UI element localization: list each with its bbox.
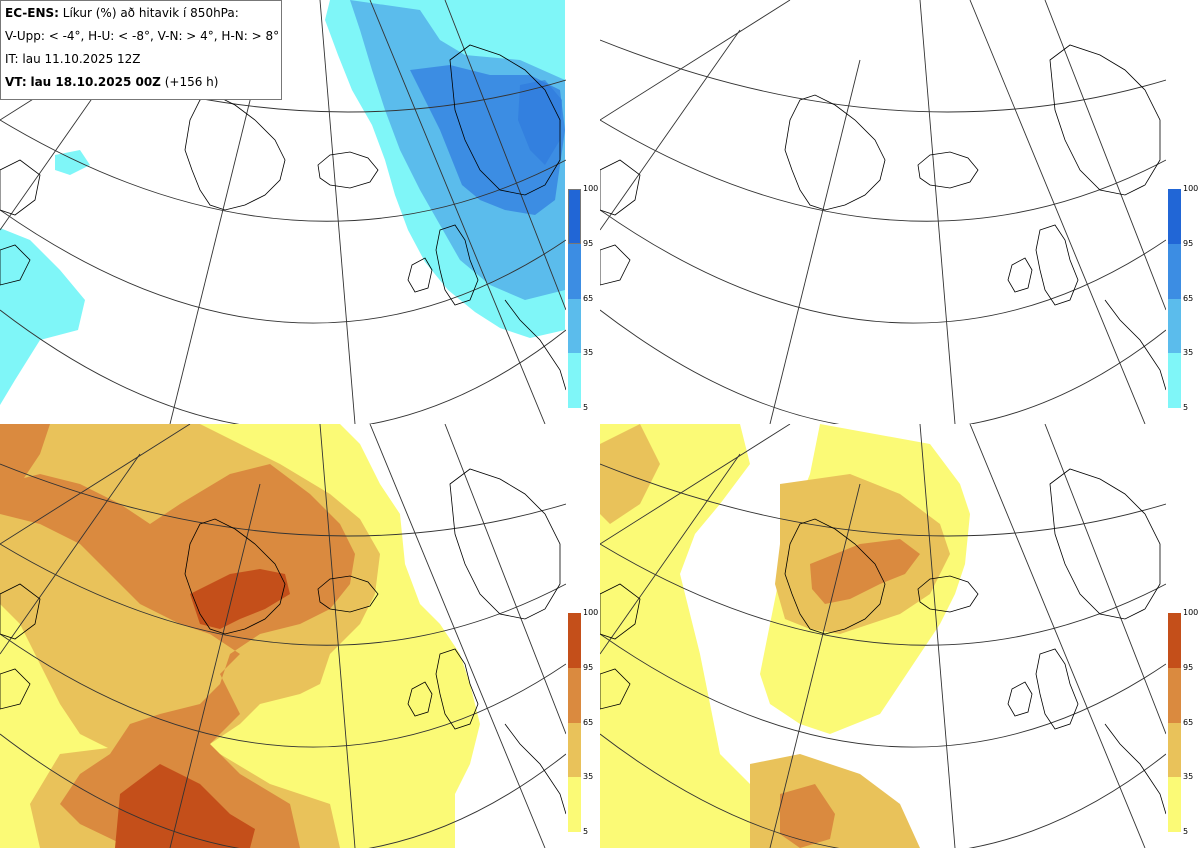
colorbar-tick-label: 5 (583, 403, 589, 412)
colorbar-band (1168, 668, 1181, 723)
colorbar-tick-label: 5 (1183, 827, 1189, 836)
colorbar-band (568, 723, 581, 777)
colorbar-band (1168, 244, 1181, 299)
prob-area-5 (600, 424, 910, 848)
prob-area-65-south (780, 784, 835, 848)
colorbar-band (1168, 189, 1181, 244)
colorbar-tick-label: 35 (583, 772, 594, 781)
colorbar-band (1168, 723, 1181, 777)
panel-cold-minus8 (600, 0, 1166, 424)
prob-area-65 (810, 539, 920, 604)
colorbar-tick-label: 95 (583, 663, 594, 672)
map-warm-plus4 (0, 424, 566, 848)
colorbar-band (568, 668, 581, 723)
colorbar-band (1168, 777, 1181, 832)
colorbar-band (1168, 613, 1181, 668)
colorbar-cold-2 (1168, 189, 1181, 408)
prob-area-65-nw (0, 424, 50, 494)
header-line-4: VT: lau 18.10.2025 00Z (+156 h) (5, 74, 277, 97)
colorbar-band (568, 613, 581, 668)
colorbar-tick-label: 95 (583, 239, 594, 248)
colorbar-tick-label: 35 (1183, 772, 1194, 781)
coast-canada (0, 159, 41, 216)
colorbar-tick-label: 95 (1183, 239, 1194, 248)
coast-labrador (0, 244, 31, 286)
colorbar-tick-label: 5 (1183, 403, 1189, 412)
coast-greenland (184, 94, 286, 211)
colorbar-band (568, 777, 581, 832)
header-thresholds: V-Upp: < -4°, H-U: < -8°, V-N: > 4°, H-N… (5, 29, 280, 43)
panel-warm-plus4 (0, 424, 566, 848)
colorbar-tick-label: 100 (583, 184, 599, 193)
header-line-1: EC-ENS: Líkur (%) að hitavik í 850hPa: (5, 5, 277, 28)
graticule (0, 424, 566, 848)
header-box: EC-ENS: Líkur (%) að hitavik í 850hPa: V… (0, 0, 282, 100)
prob-area-95 (190, 569, 290, 629)
colorbar-band (1168, 353, 1181, 408)
colorbar-tick-label: 35 (583, 348, 594, 357)
colorbar-band (1168, 299, 1181, 353)
colorbar-tick-label: 65 (583, 718, 594, 727)
colorbar-tick-label: 100 (1183, 184, 1199, 193)
coast-britain (435, 224, 479, 306)
graticule (600, 0, 1166, 424)
colorbar-warm-2 (1168, 613, 1181, 832)
colorbar-tick-label: 5 (583, 827, 589, 836)
prob-area-65 (0, 464, 355, 848)
header-description: Líkur (%) að hitavik í 850hPa: (62, 6, 239, 20)
colorbar-band (568, 189, 581, 244)
colorbar-tick-label: 100 (583, 608, 599, 617)
coastlines (0, 468, 566, 815)
panel-cold-minus4: EC-ENS: Líkur (%) að hitavik í 850hPa: V… (0, 0, 566, 424)
valid-time: lau 18.10.2025 00Z (30, 75, 161, 89)
colorbar-band (568, 299, 581, 353)
colorbar-band (568, 353, 581, 408)
colorbar-tick-label: 65 (1183, 294, 1194, 303)
map-cold-minus8 (600, 0, 1166, 424)
valid-label: VT: (5, 75, 27, 89)
prob-area-35-south (750, 754, 920, 848)
lead-time: (+156 h) (164, 75, 219, 89)
coast-iceland (317, 151, 379, 189)
header-initial-time: IT: lau 11.10.2025 12Z (5, 52, 141, 66)
colorbar-tick-label: 100 (1183, 608, 1199, 617)
prob-area-5-greenland (55, 150, 90, 175)
graticule (600, 424, 1166, 848)
colorbar-warm-1 (568, 613, 581, 832)
colorbar-tick-label: 65 (1183, 718, 1194, 727)
coast-ireland (407, 257, 433, 293)
model-name: EC-ENS: (5, 6, 59, 20)
coastlines (600, 468, 1166, 815)
prob-area-5-sw (0, 228, 85, 405)
colorbar-tick-label: 65 (583, 294, 594, 303)
colorbar-tick-label: 95 (1183, 663, 1194, 672)
colorbar-tick-label: 35 (1183, 348, 1194, 357)
coast-scandinavia (449, 44, 561, 196)
prob-area-95-south (115, 764, 255, 848)
panel-warm-plus8 (600, 424, 1166, 848)
coastlines (600, 44, 1166, 391)
prob-area-35-west (600, 424, 660, 524)
map-warm-plus8 (600, 424, 1166, 848)
colorbar-band (568, 244, 581, 299)
coast-europe (504, 299, 566, 391)
colorbar-cold-1 (568, 189, 581, 408)
